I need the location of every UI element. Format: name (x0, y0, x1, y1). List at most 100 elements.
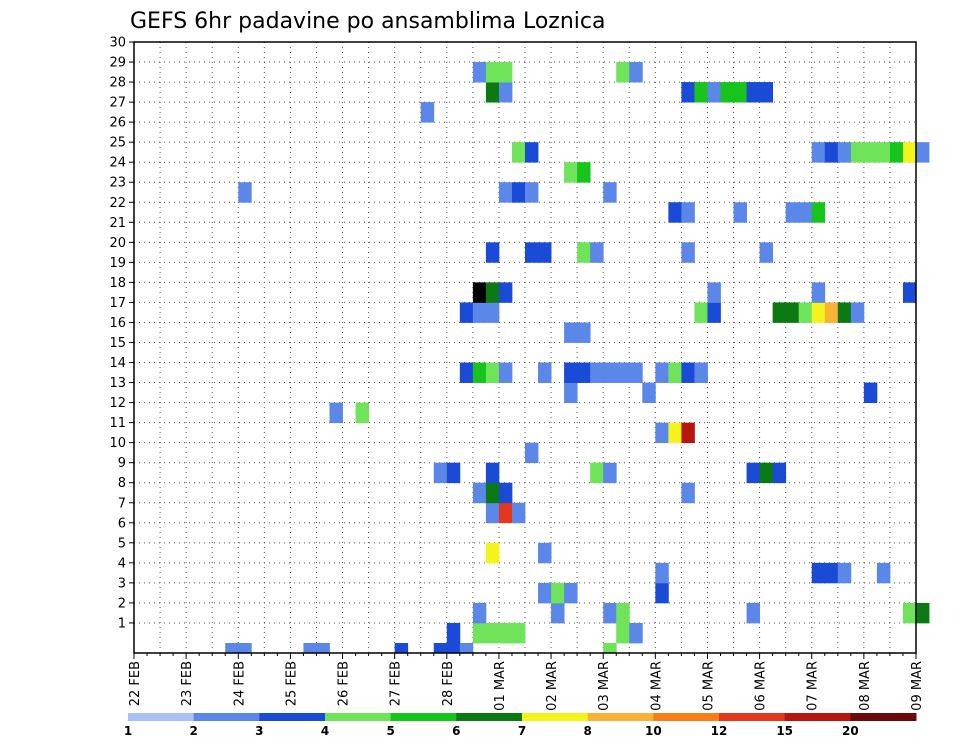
precip-cell (472, 62, 487, 83)
colorbar-label: 12 (711, 724, 728, 738)
precip-cell (655, 362, 669, 383)
precip-cell (720, 82, 734, 103)
precip-cell (902, 602, 917, 624)
precip-cell (629, 622, 643, 644)
precip-cell (916, 142, 930, 163)
precip-cell (485, 542, 500, 564)
x-tick-label: 07 MAR (806, 661, 821, 711)
precip-cell (590, 462, 604, 484)
precip-cell (472, 482, 487, 504)
precip-cell (485, 62, 500, 83)
y-tick-label: 20 (109, 236, 126, 251)
precip-cell (863, 142, 878, 163)
precip-cell (681, 362, 695, 383)
colorbar-segment (784, 713, 851, 721)
precip-cell (433, 462, 448, 484)
y-tick-label: 14 (109, 356, 126, 371)
precip-cell (902, 142, 917, 163)
colorbar-segment (456, 713, 523, 721)
y-tick-label: 22 (109, 196, 126, 211)
colorbar-label: 20 (842, 724, 859, 738)
precip-cell (538, 362, 552, 383)
precip-cell (433, 642, 448, 654)
precip-cell (498, 622, 513, 644)
y-tick-label: 2 (118, 596, 126, 611)
precip-cell (485, 482, 500, 504)
precip-cell (889, 142, 904, 163)
precip-cell (655, 582, 669, 604)
precip-cell (798, 302, 813, 323)
y-tick-label: 17 (109, 296, 126, 311)
precip-cell (485, 462, 500, 484)
precip-cell (577, 322, 591, 343)
grid-lines (134, 41, 916, 653)
precip-cell (798, 202, 813, 223)
y-tick-label: 8 (118, 476, 126, 491)
precip-cell (681, 242, 695, 263)
precip-cell (681, 82, 695, 103)
y-tick-label: 5 (118, 536, 126, 551)
precip-cell (668, 202, 682, 223)
precip-cell (824, 302, 839, 323)
precip-cell (485, 242, 500, 263)
y-tick-label: 29 (109, 56, 126, 71)
colorbar-label: 3 (255, 724, 263, 738)
precip-cell (525, 242, 539, 263)
precip-cell (603, 462, 617, 484)
colorbar-segment (653, 713, 720, 721)
precip-cell (837, 562, 852, 584)
precip-cell (446, 462, 461, 484)
precip-cell (498, 282, 513, 303)
precip-cell (811, 202, 826, 223)
precip-cell (511, 622, 526, 644)
precip-cell (590, 242, 604, 263)
colorbar-segment (850, 713, 917, 721)
precip-cell (668, 362, 682, 383)
precip-cell (863, 382, 878, 403)
precip-cell (577, 362, 591, 383)
precip-cell (707, 82, 721, 103)
precip-cell (759, 82, 774, 103)
precip-cell (472, 622, 487, 644)
colorbar-label: 1 (124, 724, 132, 738)
precip-cell (824, 562, 839, 584)
x-tick-label: 28 FEB (441, 661, 456, 706)
precip-cell (564, 382, 578, 403)
y-tick-label: 9 (118, 456, 126, 471)
precip-cell (525, 442, 539, 464)
precip-cell (902, 282, 917, 303)
chart-title: GEFS 6hr padavine po ansamblima Loznica (130, 9, 605, 34)
precip-cell (590, 362, 604, 383)
precip-cell (681, 202, 695, 223)
precip-cell (525, 142, 539, 163)
precip-cell (811, 142, 826, 163)
precip-cell (564, 362, 578, 383)
precip-cell (642, 382, 656, 403)
y-tick-label: 3 (118, 576, 126, 591)
precip-cell (759, 462, 774, 484)
y-tick-label: 21 (109, 216, 126, 231)
colorbar: 1 2 3 4 5 6 7 8 10 12 15 20 (124, 713, 917, 738)
precip-cell (564, 322, 578, 343)
precip-cell (551, 602, 565, 624)
precip-cell (694, 302, 708, 323)
x-tick-label: 03 MAR (597, 661, 612, 711)
colorbar-label: 7 (518, 724, 526, 738)
precip-cell (303, 642, 317, 654)
colorbar-label: 5 (386, 724, 394, 738)
precip-cell (511, 502, 526, 524)
y-tick-label: 27 (109, 96, 126, 111)
y-tick-label: 23 (109, 176, 126, 191)
y-tick-label: 26 (109, 116, 126, 131)
precip-cell (564, 582, 578, 604)
precip-cell (629, 362, 643, 383)
precip-cell (577, 162, 591, 183)
y-tick-label: 16 (109, 316, 126, 331)
colorbar-segment (128, 713, 195, 721)
y-tick-label: 28 (109, 76, 126, 91)
precip-cell (811, 302, 826, 323)
precip-cell (746, 602, 760, 624)
precip-cell (511, 182, 526, 203)
